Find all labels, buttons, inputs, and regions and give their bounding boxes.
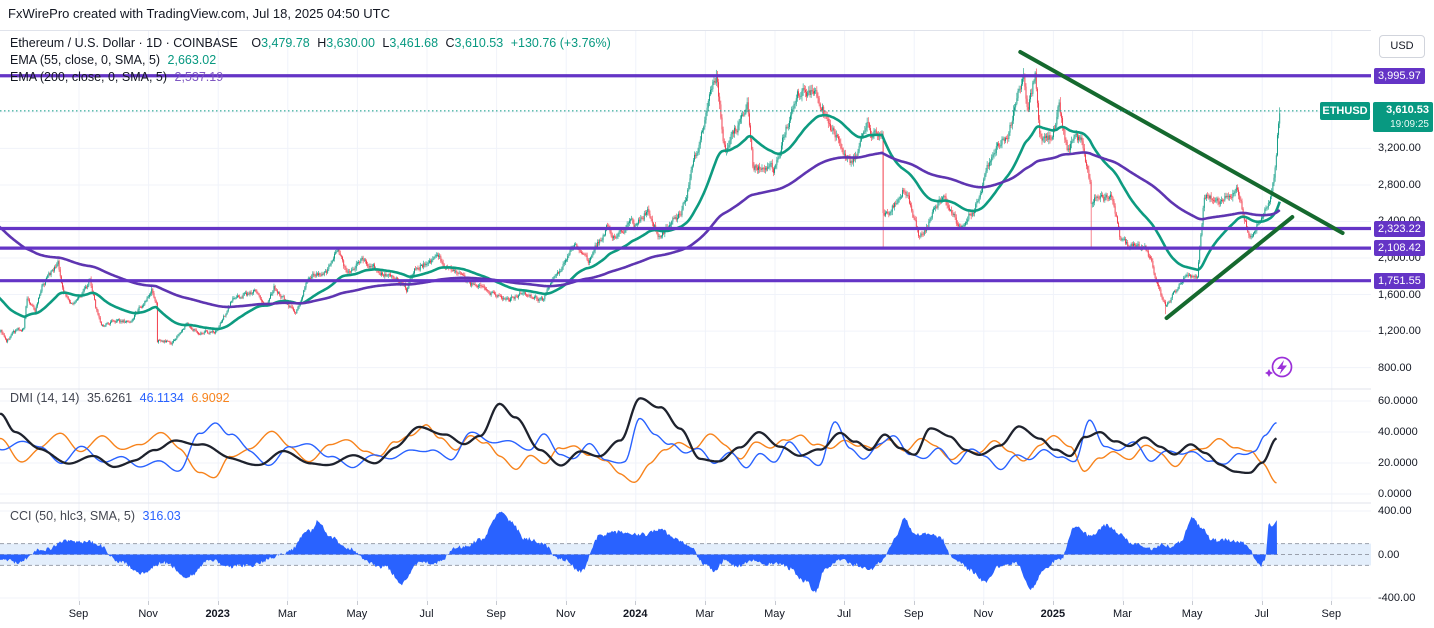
time-axis-label: Sep: [68, 608, 89, 620]
dmi-minus-di-value: 6.9092: [191, 391, 230, 405]
time-axis-label: 2024: [623, 608, 648, 620]
close-value: 3,610.53: [454, 36, 504, 50]
chart-top-border: [0, 30, 1434, 31]
ema200-legend-row[interactable]: EMA (200, close, 0, SMA, 5) 2,537.19: [10, 70, 227, 84]
time-axis-label: Mar: [695, 608, 715, 620]
dmi-legend-row[interactable]: DMI (14, 14) 35.6261 46.1134 6.9092: [10, 391, 234, 405]
time-axis-label: Nov: [555, 608, 576, 620]
dmi-tick-label: 20.0000: [1378, 457, 1418, 469]
symbol-price-tag: ETHUSD: [1320, 102, 1370, 120]
cci-tick-label: 0.00: [1378, 548, 1400, 561]
time-axis-label: Mar: [1113, 608, 1132, 620]
time-axis-tick: [217, 601, 219, 605]
time-axis-tick: [704, 601, 706, 605]
time-axis-tick: [356, 601, 358, 605]
price-tick-label: 2,800.00: [1378, 178, 1421, 191]
price-level-label[interactable]: 3,995.97: [1374, 67, 1425, 84]
time-axis-label: Sep: [486, 608, 506, 620]
time-axis-tick: [1331, 601, 1333, 605]
price-tick-label: 1,600.00: [1378, 288, 1421, 301]
time-axis-label: Jul: [419, 608, 434, 620]
time-axis-label: Nov: [138, 608, 158, 620]
time-axis-label: Sep: [1321, 608, 1342, 620]
time-axis-tick: [913, 601, 915, 605]
change-value: +130.76 (+3.76%): [510, 36, 611, 50]
time-axis-label: Jul: [837, 608, 852, 620]
symbol-title: Ethereum / U.S. Dollar · 1D · COINBASE: [10, 36, 238, 50]
time-axis-tick: [635, 601, 637, 605]
time-axis-label: Sep: [903, 608, 924, 620]
watermark-text: FxWirePro created with TradingView.com, …: [8, 6, 390, 21]
time-axis-label: 2023: [205, 608, 230, 620]
time-axis-label: May: [764, 608, 785, 620]
cci-legend-row[interactable]: CCI (50, hlc3, SMA, 5) 316.03: [10, 509, 185, 523]
close-label: C: [445, 36, 455, 50]
last-price-label: 3,610.53: [1373, 101, 1433, 118]
countdown-label: 19:09:25: [1373, 117, 1433, 132]
high-label: H: [317, 36, 327, 50]
cci-tick-label: 400.00: [1378, 505, 1412, 517]
ema55-legend-row[interactable]: EMA (55, close, 0, SMA, 5) 2,663.02: [10, 53, 220, 67]
time-axis-tick: [983, 601, 985, 605]
dmi-tick-label: 40.0000: [1378, 426, 1418, 438]
time-axis-tick: [426, 601, 428, 605]
time-axis-tick: [148, 601, 150, 605]
symbol-legend-row[interactable]: Ethereum / U.S. Dollar · 1D · COINBASE O…: [10, 36, 615, 50]
ema55-label: EMA (55, close, 0, SMA, 5): [10, 53, 161, 67]
price-level-label[interactable]: 1,751.55: [1374, 272, 1425, 289]
time-axis-tick: [496, 601, 498, 605]
price-level-label[interactable]: 2,108.42: [1374, 240, 1425, 257]
ema200-label: EMA (200, close, 0, SMA, 5): [10, 70, 168, 84]
dmi-plus-di-value: 46.1134: [139, 391, 184, 405]
time-axis-label: Mar: [277, 608, 297, 620]
time-axis-tick: [78, 601, 80, 605]
currency-button[interactable]: USD: [1379, 35, 1425, 58]
ema55-value: 2,663.02: [167, 53, 217, 67]
time-axis[interactable]: Sep Nov 2023 Mar May Jul Sep Nov 2024 Mar May Jul Se…: [0, 601, 1434, 628]
time-axis-tick: [1122, 601, 1124, 605]
open-value: 3,479.78: [261, 36, 310, 50]
time-axis-label: May: [1181, 608, 1203, 620]
time-axis-label: May: [346, 608, 368, 620]
low-label: L: [382, 36, 390, 50]
price-tick-label: 1,200.00: [1378, 325, 1421, 338]
time-axis-tick: [1261, 601, 1263, 605]
time-axis-tick: [844, 601, 846, 605]
dmi-tick-label: 60.0000: [1378, 395, 1418, 407]
time-axis-tick: [287, 601, 289, 605]
high-value: 3,630.00: [326, 36, 375, 50]
time-axis-label: Jul: [1254, 608, 1269, 620]
dmi-adx-value: 35.6261: [86, 391, 133, 405]
open-label: O: [251, 36, 262, 50]
price-tick-label: 3,200.00: [1378, 142, 1421, 155]
time-axis-tick: [1052, 601, 1054, 605]
chart-canvas[interactable]: [0, 30, 1371, 601]
dmi-tick-label: 0.0000: [1378, 488, 1412, 500]
price-axis[interactable]: USD 3,200.002,800.002,400.002,000.001,60…: [1371, 30, 1434, 604]
cci-label: CCI (50, hlc3, SMA, 5): [10, 509, 136, 523]
price-tick-label: 800.00: [1378, 361, 1412, 374]
cci-value: 316.03: [142, 509, 181, 523]
ema200-value: 2,537.19: [174, 70, 224, 84]
dmi-label: DMI (14, 14): [10, 391, 80, 405]
time-axis-tick: [565, 601, 567, 605]
price-level-label[interactable]: 2,323.22: [1374, 220, 1425, 237]
time-axis-tick: [1192, 601, 1194, 605]
time-axis-tick: [774, 601, 776, 605]
time-axis-label: Nov: [973, 608, 994, 620]
time-axis-label: 2025: [1040, 608, 1066, 620]
low-value: 3,461.68: [389, 36, 439, 50]
